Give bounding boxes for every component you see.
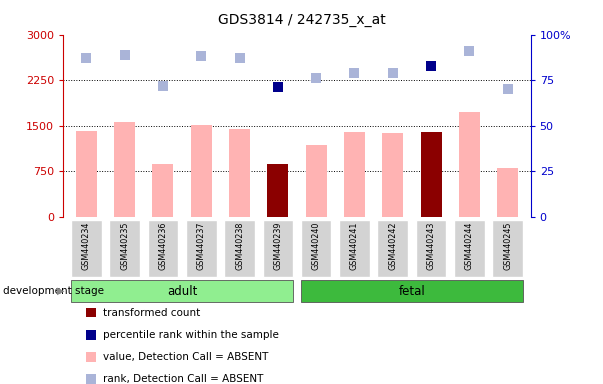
- FancyBboxPatch shape: [262, 220, 293, 277]
- Point: [388, 70, 397, 76]
- Text: percentile rank within the sample: percentile rank within the sample: [103, 330, 279, 340]
- Bar: [267, 164, 288, 217]
- Text: GSM440245: GSM440245: [503, 221, 512, 270]
- FancyBboxPatch shape: [186, 220, 216, 277]
- FancyBboxPatch shape: [301, 220, 332, 277]
- Bar: [153, 164, 174, 217]
- Bar: [306, 145, 327, 217]
- Point: [158, 83, 168, 89]
- Bar: [86, 374, 96, 384]
- Text: GDS3814 / 242735_x_at: GDS3814 / 242735_x_at: [218, 13, 385, 27]
- Text: GSM440236: GSM440236: [159, 221, 168, 270]
- Bar: [86, 330, 96, 340]
- Text: GSM440238: GSM440238: [235, 221, 244, 270]
- Text: adult: adult: [167, 285, 197, 298]
- Point: [81, 55, 91, 61]
- Point: [235, 55, 244, 61]
- FancyBboxPatch shape: [71, 280, 293, 302]
- FancyBboxPatch shape: [415, 220, 446, 277]
- Text: rank, Detection Call = ABSENT: rank, Detection Call = ABSENT: [103, 374, 263, 384]
- Point: [197, 53, 206, 60]
- Point: [426, 63, 436, 69]
- Text: transformed count: transformed count: [103, 308, 200, 318]
- Bar: [86, 352, 96, 362]
- Text: GSM440241: GSM440241: [350, 221, 359, 270]
- Text: GSM440234: GSM440234: [82, 221, 91, 270]
- Text: GSM440243: GSM440243: [426, 221, 435, 270]
- Text: ▶: ▶: [57, 286, 65, 296]
- Point: [503, 86, 513, 93]
- Bar: [382, 133, 403, 217]
- Point: [120, 51, 130, 58]
- Text: GSM440240: GSM440240: [312, 221, 321, 270]
- Bar: [459, 113, 480, 217]
- Text: GSM440239: GSM440239: [273, 221, 282, 270]
- Text: GSM440237: GSM440237: [197, 221, 206, 270]
- Bar: [497, 168, 518, 217]
- FancyBboxPatch shape: [377, 220, 408, 277]
- FancyBboxPatch shape: [339, 220, 370, 277]
- Point: [273, 84, 283, 91]
- Bar: [114, 121, 135, 217]
- Bar: [344, 132, 365, 217]
- Point: [311, 75, 321, 81]
- Text: GSM440242: GSM440242: [388, 221, 397, 270]
- FancyBboxPatch shape: [492, 220, 523, 277]
- FancyBboxPatch shape: [148, 220, 178, 277]
- Point: [464, 48, 474, 54]
- Text: GSM440244: GSM440244: [465, 221, 474, 270]
- Bar: [76, 131, 97, 217]
- Text: GSM440235: GSM440235: [120, 221, 129, 270]
- Bar: [420, 132, 441, 217]
- FancyBboxPatch shape: [301, 280, 523, 302]
- FancyBboxPatch shape: [71, 220, 102, 277]
- Text: value, Detection Call = ABSENT: value, Detection Call = ABSENT: [103, 352, 268, 362]
- FancyBboxPatch shape: [109, 220, 140, 277]
- FancyBboxPatch shape: [224, 220, 255, 277]
- Bar: [191, 124, 212, 217]
- Text: development stage: development stage: [3, 286, 104, 296]
- Text: fetal: fetal: [399, 285, 425, 298]
- Point: [350, 70, 359, 76]
- FancyBboxPatch shape: [454, 220, 485, 277]
- Bar: [229, 129, 250, 217]
- Bar: [86, 308, 96, 318]
